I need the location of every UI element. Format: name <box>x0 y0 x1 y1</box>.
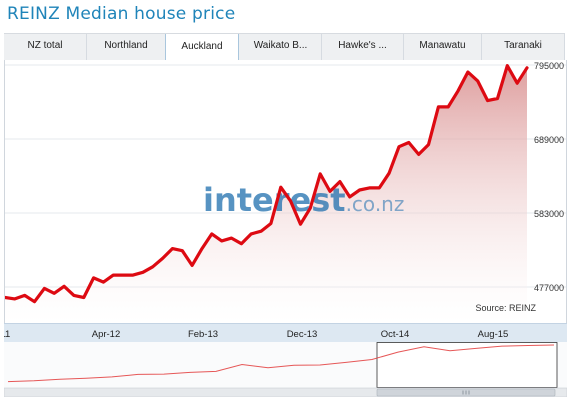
x-axis-labels: n-11 Apr-12 Feb-13 Dec-13 Oct-14 Aug-15 <box>0 329 509 340</box>
x-axis: n-11 Apr-12 Feb-13 Dec-13 Oct-14 Aug-15 <box>0 323 567 343</box>
x-tick-label: Dec-13 <box>287 329 318 340</box>
house-price-chart[interactable]: interest.co.nz795000689000583000477000So… <box>5 60 566 323</box>
x-tick-label: Feb-13 <box>188 329 218 340</box>
y-tick-label: 583000 <box>534 209 564 219</box>
price-area <box>5 65 527 323</box>
navigator[interactable] <box>4 342 567 397</box>
tab-northland[interactable]: Northland <box>87 34 166 60</box>
x-tick-label: Apr-12 <box>92 329 121 340</box>
tab-manawatu[interactable]: Manawatu <box>404 34 482 60</box>
tab-auckland[interactable]: Auckland <box>165 34 239 60</box>
tab-nz-total[interactable]: NZ total <box>4 34 87 60</box>
x-tick-label: Oct-14 <box>381 329 410 340</box>
tab-hawke-s[interactable]: Hawke's ... <box>322 34 404 60</box>
x-tick-label: n-11 <box>4 329 10 340</box>
navigator-chart[interactable] <box>4 342 567 397</box>
page-title: REINZ Median house price <box>7 4 236 24</box>
y-tick-label: 795000 <box>534 61 564 71</box>
navigator-scrollbar-track[interactable] <box>4 387 567 397</box>
region-tab-bar: NZ total Northland Auckland Waikato B... Haw… <box>4 33 565 61</box>
x-tick-label: Aug-15 <box>478 329 509 340</box>
tab-waikato-b[interactable]: Waikato B... <box>240 34 322 60</box>
tab-taranaki[interactable]: Taranaki <box>482 34 565 60</box>
navigator-line <box>7 344 555 383</box>
y-tick-label: 477000 <box>534 283 564 293</box>
price-line[interactable] <box>5 64 529 304</box>
y-tick-label: 689000 <box>534 135 564 145</box>
chart-area[interactable]: interest.co.nz 795000 689000 583000 477000 So… <box>4 60 567 323</box>
source-note: Source: REINZ <box>475 303 536 313</box>
